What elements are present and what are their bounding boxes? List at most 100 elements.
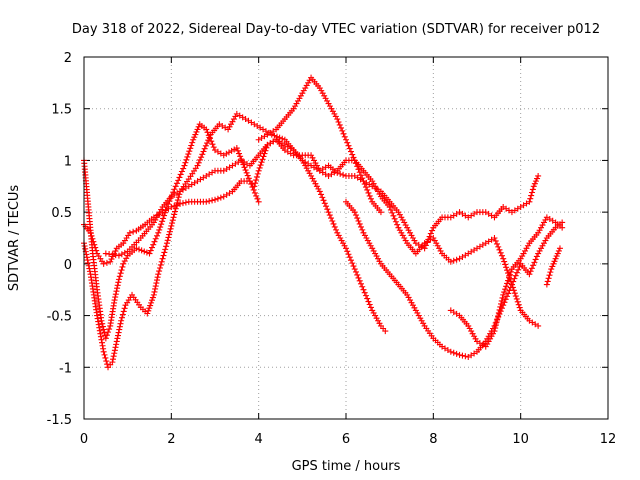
data-point: [499, 294, 506, 301]
data-point: [330, 220, 337, 227]
y-tick-label: 1.5: [51, 103, 72, 118]
data-point: [164, 237, 171, 244]
data-point: [347, 257, 354, 264]
data-point: [426, 233, 433, 240]
data-point: [92, 244, 99, 251]
data-point: [175, 177, 182, 184]
data-point: [159, 218, 166, 225]
data-point: [209, 141, 216, 148]
data-point: [531, 180, 538, 187]
data-point: [501, 258, 508, 265]
data-point: [100, 260, 107, 267]
data-point: [120, 308, 127, 315]
data-point: [208, 138, 215, 145]
data-point: [535, 322, 542, 329]
data-point: [546, 272, 553, 279]
series-2: [81, 110, 389, 371]
data-point: [174, 201, 181, 208]
data-point: [109, 359, 116, 366]
data-point: [170, 214, 177, 221]
data-point: [141, 248, 148, 255]
data-point: [340, 171, 347, 178]
data-point: [193, 128, 200, 135]
chart-title: Day 318 of 2022, Sidereal Day-to-day VTE…: [72, 22, 600, 37]
data-point: [260, 153, 267, 160]
data-point: [274, 133, 281, 140]
data-point: [111, 297, 118, 304]
data-point: [364, 295, 371, 302]
data-point: [508, 281, 515, 288]
data-point: [394, 221, 401, 228]
data-point: [242, 167, 249, 174]
data-point: [505, 277, 512, 284]
data-point: [195, 159, 202, 166]
data-point: [382, 328, 389, 335]
data-point: [138, 247, 145, 254]
data-point: [506, 271, 513, 278]
data-point: [529, 186, 536, 193]
data-point: [236, 150, 243, 157]
data-point: [147, 302, 154, 309]
data-point: [157, 224, 164, 231]
data-point: [117, 320, 124, 327]
data-point: [356, 220, 363, 227]
data-point: [145, 307, 152, 314]
data-point: [133, 245, 140, 252]
data-point: [492, 322, 499, 329]
data-point: [421, 245, 428, 252]
data-point: [220, 152, 227, 159]
data-point: [93, 247, 100, 254]
data-point: [323, 203, 330, 210]
data-point: [110, 356, 117, 363]
data-point: [507, 268, 514, 275]
y-tick-label: -0.5: [47, 310, 72, 325]
data-point: [118, 267, 125, 274]
data-point: [533, 253, 540, 260]
data-point: [341, 133, 348, 140]
data-point: [359, 283, 366, 290]
data-point: [168, 203, 175, 210]
data-point: [513, 295, 520, 302]
data-point: [344, 139, 351, 146]
data-point: [178, 168, 185, 175]
data-point: [543, 281, 550, 288]
data-point: [113, 338, 120, 345]
data-point: [182, 159, 189, 166]
data-point: [532, 256, 539, 263]
data-point: [552, 255, 559, 262]
data-point: [553, 253, 560, 260]
data-point: [84, 257, 91, 264]
data-point: [559, 219, 566, 226]
data-point: [243, 169, 250, 176]
data-point: [256, 164, 263, 171]
data-point: [151, 288, 158, 295]
data-point: [100, 348, 107, 355]
x-tick-label: 12: [600, 432, 617, 447]
data-point: [146, 305, 153, 312]
data-point: [450, 349, 457, 356]
data-point: [111, 350, 118, 357]
data-point: [346, 254, 353, 261]
data-point: [506, 274, 513, 281]
data-point: [171, 186, 178, 193]
data-point: [200, 148, 207, 155]
x-tick-label: 8: [429, 432, 437, 447]
data-point: [340, 130, 347, 137]
data-point: [427, 230, 434, 237]
y-tick-label: -1: [59, 361, 72, 376]
data-point: [114, 285, 121, 292]
data-point: [169, 217, 176, 224]
data-point: [85, 259, 92, 266]
data-point: [159, 255, 166, 262]
data-point: [276, 134, 283, 141]
data-point: [113, 341, 120, 348]
x-axis-label: GPS time / hours: [292, 459, 401, 474]
data-point: [349, 260, 356, 267]
data-point: [181, 162, 188, 169]
series-5: [255, 74, 542, 329]
data-point: [118, 317, 125, 324]
data-point: [259, 156, 266, 163]
data-point: [258, 159, 265, 166]
data-point: [496, 306, 503, 313]
x-tick-label: 2: [167, 432, 175, 447]
